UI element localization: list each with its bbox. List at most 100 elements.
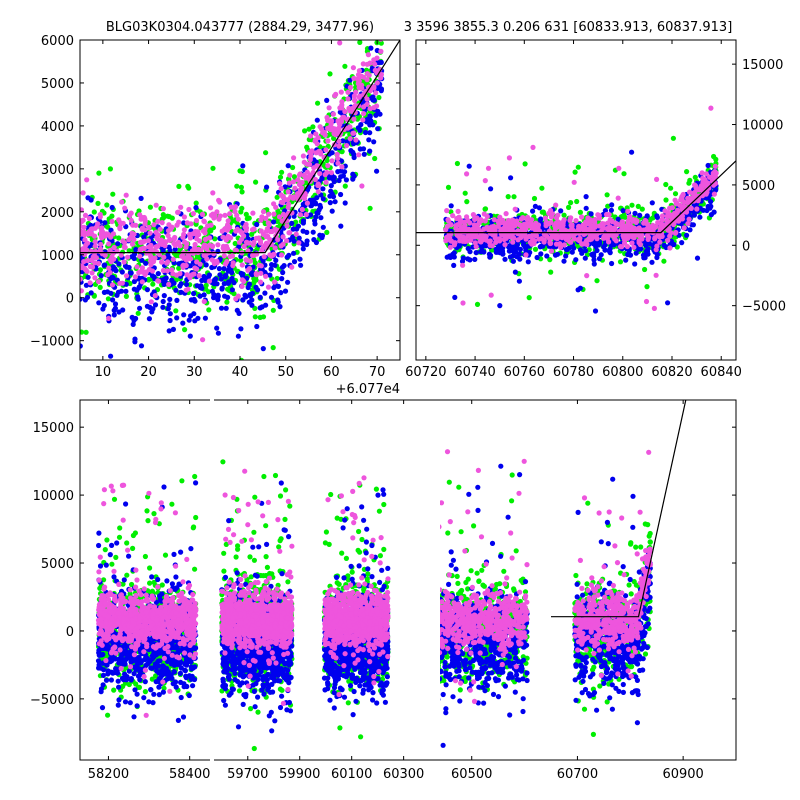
y-tick-label: 5000 bbox=[742, 179, 775, 194]
data-point bbox=[103, 232, 109, 238]
data-point bbox=[324, 169, 330, 176]
data-point bbox=[251, 239, 257, 245]
x-tick-label: 40 bbox=[232, 365, 249, 380]
data-point bbox=[520, 215, 526, 221]
data-point bbox=[615, 216, 621, 222]
data-point bbox=[218, 305, 225, 311]
data-point bbox=[280, 211, 287, 217]
data-point bbox=[202, 315, 208, 321]
data-point bbox=[92, 225, 98, 231]
data-point bbox=[609, 202, 615, 208]
data-point bbox=[191, 524, 197, 530]
data-point bbox=[296, 181, 302, 188]
data-point bbox=[216, 216, 222, 222]
data-point bbox=[335, 160, 341, 166]
data-point bbox=[146, 277, 152, 283]
data-point bbox=[364, 71, 370, 77]
data-point bbox=[148, 243, 154, 249]
data-point bbox=[568, 222, 574, 228]
data-point bbox=[465, 245, 471, 252]
data-point bbox=[651, 305, 658, 311]
data-point bbox=[160, 298, 166, 305]
data-point bbox=[232, 247, 238, 253]
data-point bbox=[681, 225, 687, 231]
data-point bbox=[292, 185, 298, 191]
x-tick-label: 60 bbox=[323, 365, 340, 380]
data-point bbox=[548, 214, 555, 220]
data-point bbox=[482, 206, 488, 212]
data-point bbox=[336, 143, 342, 149]
data-point bbox=[616, 165, 622, 171]
data-point bbox=[271, 201, 277, 207]
data-point bbox=[109, 254, 115, 260]
data-point bbox=[232, 208, 238, 215]
data-point bbox=[208, 228, 214, 234]
data-point bbox=[200, 337, 206, 343]
data-point bbox=[210, 165, 216, 171]
data-point bbox=[462, 190, 468, 196]
data-point bbox=[102, 547, 108, 553]
data-point bbox=[666, 226, 672, 232]
data-point bbox=[91, 209, 97, 215]
data-point bbox=[699, 170, 705, 176]
data-point bbox=[181, 220, 187, 226]
data-point bbox=[222, 212, 228, 218]
data-point bbox=[108, 259, 114, 265]
data-point bbox=[502, 256, 508, 262]
data-point bbox=[558, 224, 565, 230]
data-point bbox=[174, 297, 180, 303]
data-point bbox=[631, 244, 637, 250]
data-point bbox=[355, 125, 361, 131]
data-point bbox=[158, 237, 164, 243]
data-point bbox=[111, 244, 117, 251]
data-point bbox=[142, 227, 148, 233]
scatter-points bbox=[95, 473, 199, 724]
data-point bbox=[643, 248, 649, 254]
data-point bbox=[97, 248, 103, 255]
data-point bbox=[296, 172, 302, 178]
data-point bbox=[137, 239, 144, 246]
data-point bbox=[161, 254, 167, 260]
data-point bbox=[317, 171, 323, 177]
data-point bbox=[315, 189, 321, 195]
data-point bbox=[297, 256, 303, 262]
data-point bbox=[632, 261, 638, 267]
data-point bbox=[620, 208, 626, 214]
data-point bbox=[176, 265, 182, 271]
data-point bbox=[544, 253, 550, 259]
data-point bbox=[152, 293, 158, 299]
data-point bbox=[367, 205, 373, 211]
data-point bbox=[543, 219, 550, 225]
data-point bbox=[594, 247, 600, 254]
scatter-points bbox=[443, 105, 719, 314]
data-point bbox=[373, 0, 378, 1]
data-point bbox=[87, 280, 93, 286]
data-point bbox=[216, 197, 222, 203]
data-point bbox=[238, 257, 244, 263]
data-point bbox=[263, 273, 269, 279]
data-point bbox=[111, 687, 117, 693]
data-point bbox=[478, 249, 484, 255]
data-point bbox=[712, 174, 719, 180]
data-point bbox=[342, 183, 348, 189]
data-point bbox=[128, 270, 134, 276]
x-tick-label: 30 bbox=[186, 365, 203, 380]
data-point bbox=[161, 685, 167, 691]
data-point bbox=[181, 214, 187, 220]
data-point bbox=[202, 236, 209, 242]
data-point bbox=[579, 241, 585, 247]
data-point bbox=[362, 129, 369, 136]
data-point bbox=[591, 261, 597, 267]
data-point bbox=[289, 264, 295, 270]
data-point bbox=[372, 61, 378, 67]
data-point bbox=[176, 183, 182, 189]
data-point bbox=[325, 163, 331, 169]
data-point bbox=[517, 256, 523, 262]
data-point bbox=[247, 258, 253, 264]
data-point bbox=[148, 299, 154, 305]
data-point bbox=[487, 242, 493, 248]
data-point bbox=[187, 235, 193, 241]
data-point bbox=[116, 261, 122, 267]
data-point bbox=[116, 309, 122, 315]
